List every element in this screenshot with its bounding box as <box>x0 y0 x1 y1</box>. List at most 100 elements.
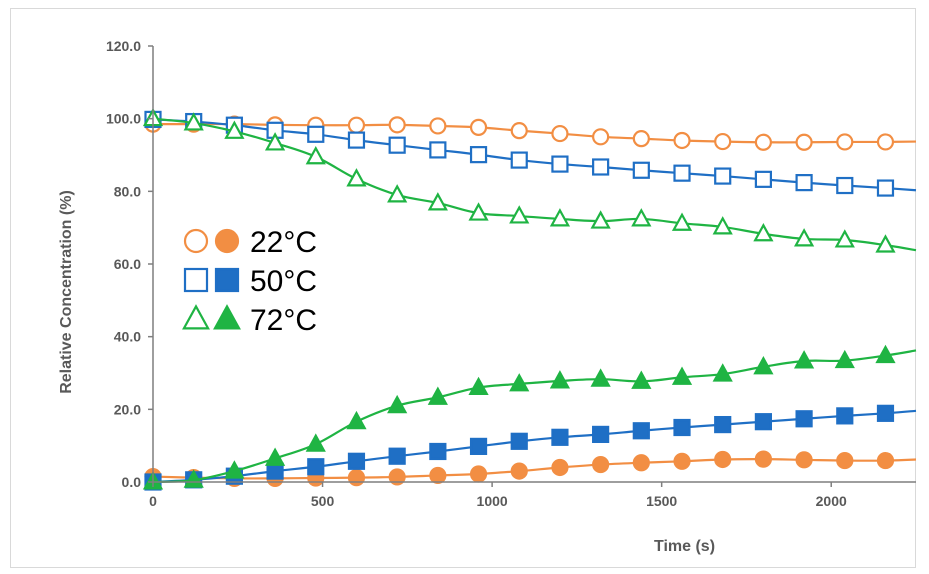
legend-label: 22°C <box>250 226 317 259</box>
data-point <box>793 350 815 369</box>
data-point <box>876 133 895 151</box>
data-point <box>673 131 691 150</box>
legend-label: 72°C <box>250 304 317 337</box>
data-point <box>264 132 286 151</box>
data-point <box>671 212 693 231</box>
data-point <box>876 404 895 422</box>
y-tick-label: 60.0 <box>114 256 141 272</box>
data-point <box>876 451 895 470</box>
data-point <box>795 174 813 192</box>
data-point <box>388 468 406 486</box>
data-point <box>712 363 733 382</box>
data-point <box>712 216 733 235</box>
legend-item: 50°C <box>183 265 317 298</box>
data-point <box>305 145 326 165</box>
legend-marker-filled <box>213 304 241 330</box>
series-layer <box>142 107 917 491</box>
data-point <box>836 176 854 195</box>
data-point <box>346 168 367 187</box>
data-point <box>590 368 611 387</box>
data-point <box>224 460 245 479</box>
data-point <box>468 376 489 396</box>
data-point <box>429 117 447 135</box>
data-point <box>754 133 773 151</box>
data-point <box>592 425 610 444</box>
data-point <box>509 205 530 224</box>
data-point <box>754 170 773 188</box>
data-point <box>875 344 896 364</box>
data-point <box>346 410 367 430</box>
legend: 22°C 50°C 72°C <box>182 226 317 337</box>
y-tick-label: 20.0 <box>114 401 141 417</box>
data-point <box>836 407 854 425</box>
y-tick-label: 80.0 <box>114 183 141 199</box>
x-tick-label: 500 <box>311 493 335 509</box>
data-point <box>387 184 408 203</box>
data-point <box>793 228 815 247</box>
data-point <box>754 450 773 468</box>
legend-marker-filled <box>214 228 240 254</box>
data-point <box>510 151 528 169</box>
data-point <box>387 394 408 414</box>
data-point <box>469 465 488 483</box>
data-point <box>388 116 406 134</box>
data-point <box>590 210 611 229</box>
data-point <box>753 223 774 242</box>
data-point <box>469 118 488 136</box>
data-point <box>388 136 406 154</box>
data-point <box>469 437 488 455</box>
data-point <box>714 167 732 185</box>
axes-layer: 0.0 20.0 40.0 60.0 80.0 100.0 120.0 0 500 1000 150… <box>106 38 916 509</box>
data-point <box>347 469 366 487</box>
data-point <box>754 413 773 431</box>
data-point <box>714 415 732 434</box>
series-72c-open <box>142 107 917 253</box>
data-point <box>549 208 571 227</box>
data-point <box>795 133 813 151</box>
data-point <box>510 122 528 140</box>
data-point <box>875 234 896 253</box>
data-point <box>834 229 855 248</box>
legend-item: 72°C <box>182 304 317 337</box>
data-point <box>427 192 448 211</box>
data-point <box>714 132 732 151</box>
data-point <box>673 164 691 182</box>
series-50c-filled <box>144 404 917 491</box>
data-point <box>632 130 650 148</box>
legend-marker-filled <box>214 267 240 293</box>
data-point <box>632 454 650 472</box>
data-point <box>551 124 569 143</box>
data-point <box>429 442 447 461</box>
data-point <box>347 452 366 470</box>
data-point <box>834 349 855 369</box>
series-22c-open <box>144 115 917 151</box>
data-point <box>795 410 813 428</box>
data-point <box>549 370 571 389</box>
data-point <box>551 458 569 477</box>
x-tick-label: 2000 <box>816 493 847 509</box>
series-22c-filled <box>144 450 917 487</box>
data-point <box>347 116 366 134</box>
x-tick-label: 1000 <box>477 493 508 509</box>
data-point <box>307 125 325 143</box>
y-tick-label: 100.0 <box>106 111 141 127</box>
data-point <box>753 355 774 375</box>
data-point <box>469 146 488 164</box>
data-point <box>468 202 489 221</box>
data-point <box>429 466 447 485</box>
data-point <box>183 112 204 131</box>
data-point <box>592 158 610 176</box>
legend-marker-open <box>183 228 209 254</box>
data-point <box>551 155 569 173</box>
series-72c-filled <box>142 344 917 490</box>
data-point <box>673 452 691 470</box>
y-tick-label: 120.0 <box>106 38 141 54</box>
data-point <box>264 447 286 466</box>
legend-item: 22°C <box>183 226 317 259</box>
y-tick-label: 0.0 <box>122 474 142 490</box>
data-point <box>673 418 691 437</box>
data-point <box>510 432 528 450</box>
legend-marker-open <box>182 304 210 330</box>
data-point <box>632 161 650 179</box>
legend-marker-open <box>183 267 209 293</box>
